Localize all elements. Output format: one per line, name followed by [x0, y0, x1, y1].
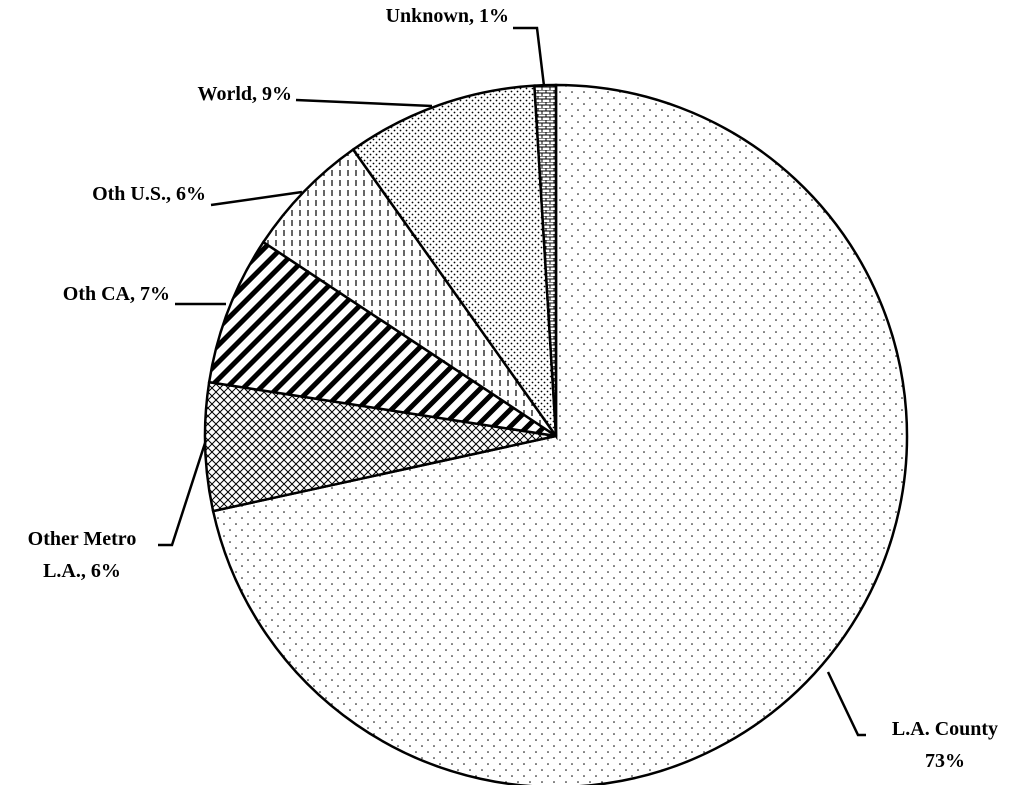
leader-line	[826, 671, 866, 737]
data-label: Unknown, 1%	[386, 5, 509, 27]
data-label: World, 9%	[198, 83, 292, 105]
pie-slice	[261, 147, 558, 438]
pie-slice	[207, 240, 557, 438]
data-label: Oth CA, 7%	[63, 283, 170, 305]
data-label: Oth U.S., 6%	[92, 183, 206, 205]
pie-slice	[203, 380, 557, 513]
pie-slice	[211, 83, 909, 785]
data-label: L.A. County 73%	[892, 718, 998, 772]
leader-line	[295, 98, 433, 108]
leader-line	[158, 439, 208, 547]
pie-slice	[351, 84, 558, 441]
data-label: Other Metro L.A., 6%	[28, 528, 137, 582]
leader-line	[210, 190, 303, 207]
pie-slice	[533, 83, 558, 437]
leader-line	[513, 26, 546, 87]
